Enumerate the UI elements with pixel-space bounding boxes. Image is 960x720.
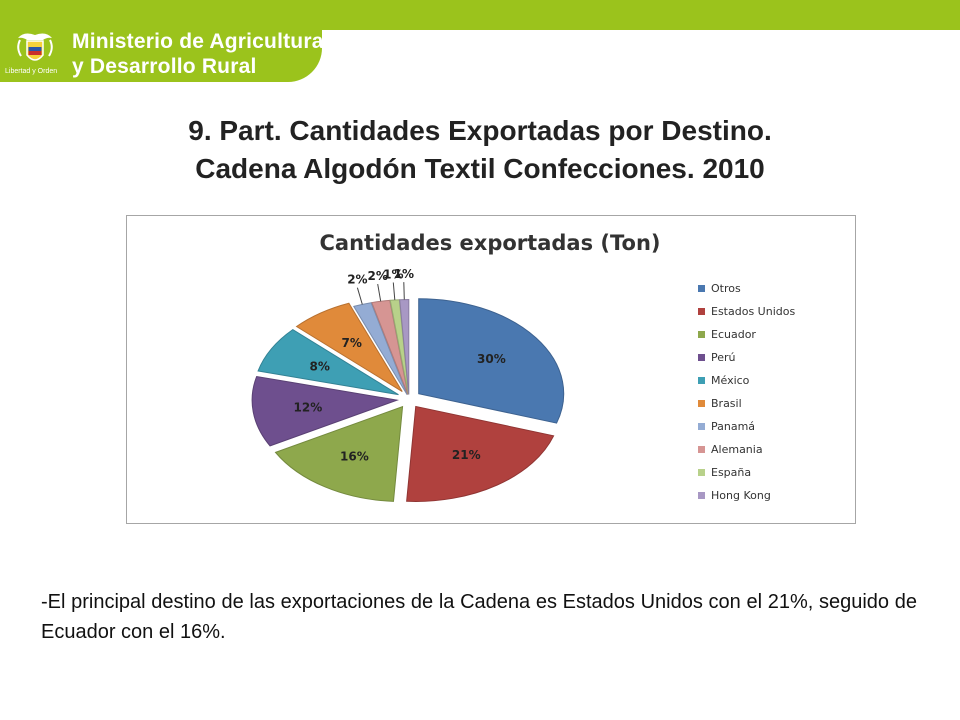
- chart-canvas: Cantidades exportadas (Ton) 30% 21% 16% 12% 8…: [251, 231, 795, 502]
- pie-label-hong-kong: 1%: [394, 267, 414, 281]
- legend-label-panama: Panamá: [711, 420, 755, 433]
- coat-of-arms-icon: [17, 33, 53, 61]
- legend-swatch-brasil: [698, 400, 705, 407]
- legend-swatch-mexico: [698, 377, 705, 384]
- pie-leader-hong-kong: [403, 282, 405, 300]
- pie-label-panama: 2%: [347, 273, 367, 287]
- legend-swatch-alemania: [698, 446, 705, 453]
- legend-swatch-panama: [698, 423, 705, 430]
- pie-slice-brasil: [295, 302, 403, 392]
- pie-slice-hong-kong: [399, 298, 410, 395]
- legend-swatch-hong-kong: [698, 492, 705, 499]
- ministry-name-line2: y Desarrollo Rural: [72, 55, 257, 78]
- legend-label-estados-unidos: Estados Unidos: [711, 305, 795, 318]
- pie-label-alemania: 2%: [368, 269, 388, 283]
- legend-label-espana: España: [711, 466, 751, 479]
- summary-paragraph: -El principal destino de las exportacion…: [41, 591, 917, 643]
- pie-slice-mexico: [257, 329, 399, 396]
- pie-leader-panama: [356, 287, 363, 305]
- legend-swatch-ecuador: [698, 331, 705, 338]
- legend-label-otros: Otros: [711, 282, 741, 295]
- slide-title-line1: 9. Part. Cantidades Exportadas por Desti…: [188, 115, 772, 146]
- chart-title: Cantidades exportadas (Ton): [320, 231, 661, 255]
- slide-title-line2: Cadena Algodón Textil Confecciones. 2010: [195, 153, 765, 184]
- pie-label-espana: 1%: [383, 268, 403, 282]
- legend-label-brasil: Brasil: [711, 397, 742, 410]
- legend-label-mexico: México: [711, 374, 750, 387]
- ministry-logo-banner: Libertad y Orden Ministerio de Agricultu…: [0, 0, 324, 82]
- pie-slice-ecuador: [274, 405, 404, 502]
- ministry-name: Ministerio de Agricultura y Desarrollo R…: [72, 29, 324, 79]
- pie-slice-otros: [418, 298, 565, 424]
- crest-caption: Libertad y Orden: [5, 68, 58, 75]
- pie-slice-peru: [251, 375, 400, 447]
- legend-label-peru: Perú: [711, 351, 736, 364]
- pie-label-otros: 30%: [477, 352, 506, 366]
- pie-slice-estados-unidos: [406, 405, 555, 502]
- pie-label-mexico: 8%: [310, 359, 330, 373]
- pie-chart: Cantidades exportadas (Ton) 30% 21% 16% 12% 8…: [126, 215, 856, 524]
- pie-label-ecuador: 16%: [340, 449, 369, 463]
- pie-leader-alemania: [377, 284, 382, 302]
- pie-label-peru: 12%: [294, 401, 323, 415]
- slide-title: 9. Part. Cantidades Exportadas por Desti…: [40, 112, 920, 188]
- legend-swatch-otros: [698, 285, 705, 292]
- ministry-name-line1: Ministerio de Agricultura: [72, 30, 324, 53]
- pie-label-brasil: 7%: [342, 336, 362, 350]
- legend-label-ecuador: Ecuador: [711, 328, 756, 341]
- legend-label-hong-kong: Hong Kong: [711, 489, 771, 502]
- legend-swatch-estados-unidos: [698, 308, 705, 315]
- legend-swatch-espana: [698, 469, 705, 476]
- legend-swatch-peru: [698, 354, 705, 361]
- pie-label-estados-unidos: 21%: [452, 448, 481, 462]
- legend-label-alemania: Alemania: [711, 443, 763, 456]
- pie-leader-espana: [392, 282, 396, 300]
